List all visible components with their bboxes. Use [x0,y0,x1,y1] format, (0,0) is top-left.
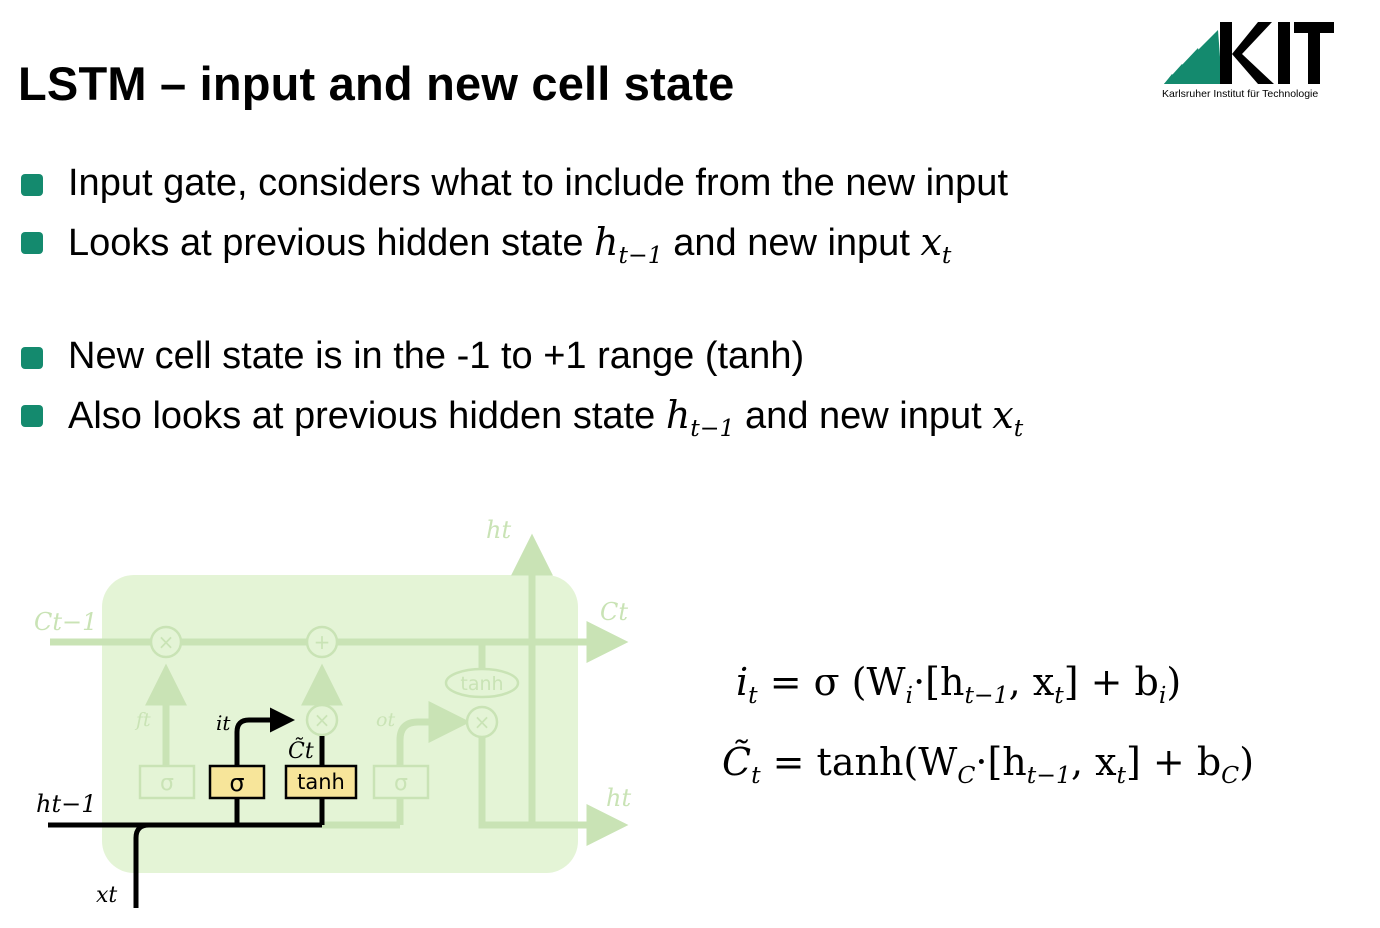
f-gate-label: ft [134,709,151,731]
op-label: × [314,708,331,732]
equation-input-gate: it = σ (Wi·[ht−1, xt] + bi) [736,660,1182,710]
math-h: ht−1 [665,393,735,443]
x-input-label: xt [96,883,117,908]
tanh-box-label: tanh [297,770,345,794]
c-tilde-label: C̃t [288,738,314,764]
input-sigma-box [208,764,266,800]
bullet-text: Also looks at previous hidden state ht−1… [68,393,1024,443]
o-gate-label: ot [376,709,395,731]
h-right-line [478,722,629,846]
kit-logo-rays [1164,30,1222,84]
bullet-square-icon [21,347,43,369]
op-label: tanh [460,673,503,695]
op-label: σ [160,771,174,796]
forget-gate-box [138,764,196,800]
c-out-label: Ct [600,598,628,626]
tanh-op [444,667,520,699]
bullet-text: Looks at previous hidden state ht−1 and … [68,220,952,270]
math-x: xt [920,220,952,270]
h-right-label: ht [606,784,631,812]
sigma-box-label: σ [229,769,244,797]
op-label: + [314,630,331,654]
kit-logo [1164,22,1334,84]
forget-multiply-op [149,625,183,659]
page-title: LSTM – input and new cell state [18,57,735,110]
bullet-square-icon [21,405,43,427]
input-gate-arrow [234,707,295,766]
bullet-text: Input gate, considers what to include fr… [68,162,1008,204]
logo-subtitle: Karlsruher Institut für Technologie [1162,88,1319,100]
kit-logo-letters [1220,22,1334,84]
x-input-line [133,822,150,908]
output-gate-line [396,701,471,765]
equation-cell-candidate: C̃t = tanh(WC·[ht−1, xt] + bC) [722,740,1255,790]
output-multiply-op [465,705,499,739]
bullet-square-icon [21,232,43,254]
output-gate-box [372,764,430,800]
h-prev-label: ht−1 [36,790,96,818]
input-tanh-box [284,764,358,800]
input-multiply-op [305,703,339,737]
op-label: × [158,630,175,654]
bullet-square-icon [21,174,43,196]
h-top-label: ht [486,516,511,544]
i-gate-label: it [216,711,231,735]
bullet-text: New cell state is in the -1 to +1 range … [68,335,805,377]
add-op [305,625,339,659]
math-x: xt [992,393,1024,443]
c-prev-label: Ct−1 [34,608,97,636]
op-label: × [474,710,491,734]
op-label: σ [394,771,408,796]
math-h: ht−1 [594,220,663,270]
lstm-cell-diagram: × + × × tanh σ σ Ct−1 Ct ht ht ft ot σ t… [34,516,631,908]
